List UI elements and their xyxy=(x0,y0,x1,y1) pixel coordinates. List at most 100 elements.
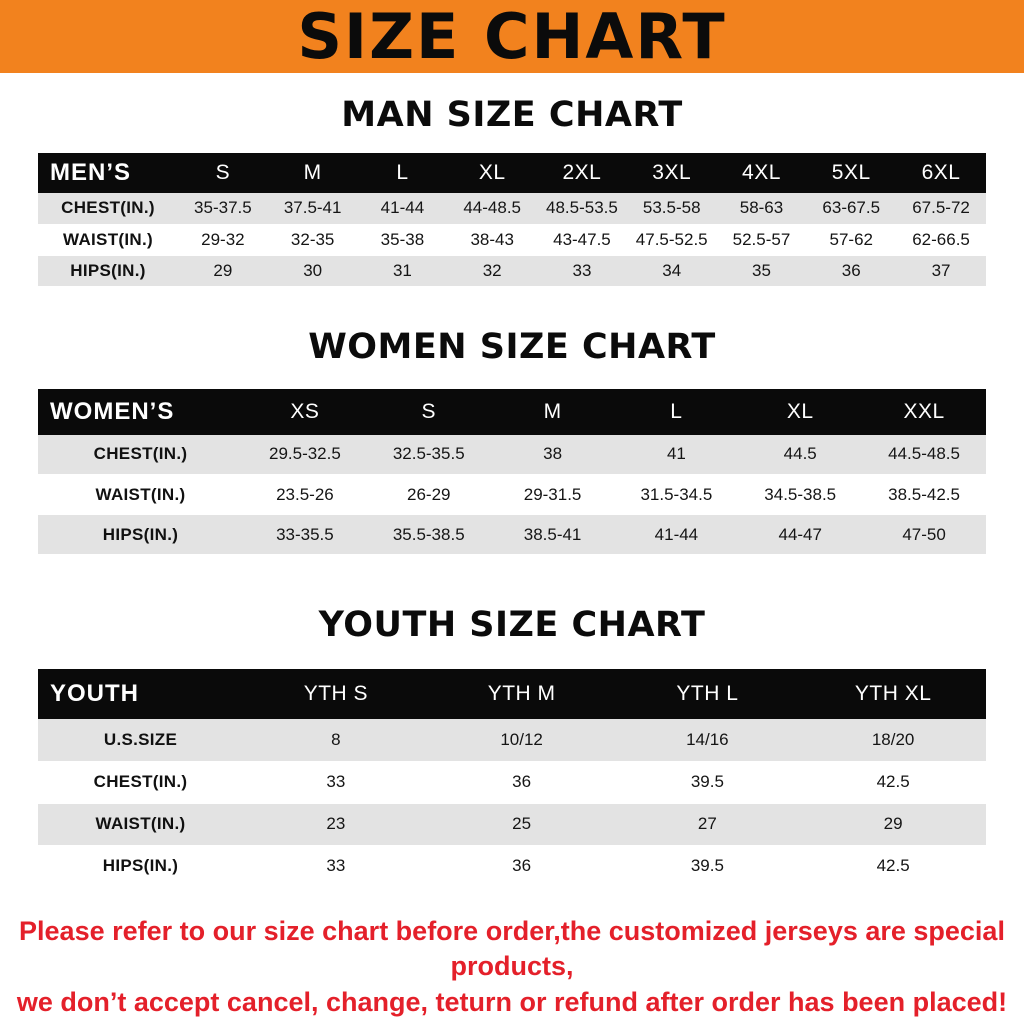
row-label: HIPS(IN.) xyxy=(70,260,146,280)
size-value-cell: 29-31.5 xyxy=(523,484,582,504)
size-value-cell: 37.5-41 xyxy=(283,198,342,218)
size-column-header: S xyxy=(215,161,231,184)
size-value-cell: 43-47.5 xyxy=(553,229,611,249)
size-value-cell: 41-44 xyxy=(654,524,699,544)
size-value-cell: 39.5 xyxy=(690,856,724,875)
size-value-cell: 67.5-72 xyxy=(912,198,970,218)
size-value-cell: 29.5-32.5 xyxy=(268,444,341,464)
men-size-section: MAN SIZE CHART MEN’S S M L XL 2XL 3XL 4XL 5XL 6XL… xyxy=(0,95,1024,287)
row-label: U.S.SIZE xyxy=(103,729,178,749)
size-column-header: L xyxy=(396,161,409,184)
women-section-heading: WOMEN SIZE CHART xyxy=(308,326,716,367)
table-row: HIPS(IN.) 33 36 39.5 42.5 xyxy=(38,845,986,887)
size-value-cell: 27 xyxy=(697,814,717,833)
size-value-cell: 47.5-52.5 xyxy=(635,229,708,249)
size-column-header: 3XL xyxy=(652,161,692,184)
size-column-header: XL xyxy=(786,399,814,423)
size-value-cell: 29 xyxy=(883,814,903,833)
size-column-header: L xyxy=(670,399,683,423)
size-column-header: 5XL xyxy=(831,161,871,184)
page-title: SIZE CHART xyxy=(297,0,727,73)
table-title: WOMEN’S xyxy=(50,397,175,425)
size-column-header: XL xyxy=(478,161,506,184)
footer-note: Please refer to our size chart before or… xyxy=(0,914,1024,1019)
table-row: CHEST(IN.) 35-37.5 37.5-41 41-44 44-48.5 48.5… xyxy=(38,193,986,224)
table-row: HIPS(IN.) 29 30 31 32 33 34 35 36 37 xyxy=(38,255,986,286)
youth-size-section: YOUTH SIZE CHART YOUTH YTH S YTH M YTH L YTH… xyxy=(0,605,1024,888)
table-row: WAIST(IN.) 23.5-26 26-29 29-31.5 31.5-34.5 34… xyxy=(38,474,986,515)
size-value-cell: 47-50 xyxy=(902,524,946,544)
size-value-cell: 44-48.5 xyxy=(463,198,522,218)
size-value-cell: 18/20 xyxy=(871,729,915,749)
size-value-cell: 14/16 xyxy=(686,729,729,749)
table-row: CHEST(IN.) 29.5-32.5 32.5-35.5 38 41 44.5 44.5… xyxy=(38,434,986,475)
size-value-cell: 38.5-41 xyxy=(523,524,582,544)
size-value-cell: 35-38 xyxy=(380,229,425,249)
table-title: MEN’S xyxy=(50,159,132,186)
youth-section-heading: YOUTH SIZE CHART xyxy=(318,605,706,645)
size-value-cell: 29-32 xyxy=(201,229,245,249)
size-value-cell: 36 xyxy=(841,260,861,280)
table-header-row: MEN’S S M L XL 2XL 3XL 4XL 5XL 6XL xyxy=(38,153,986,193)
size-column-header: YTH XL xyxy=(854,682,932,705)
size-value-cell: 33 xyxy=(326,772,346,791)
row-label: HIPS(IN.) xyxy=(102,856,179,875)
size-value-cell: 10/12 xyxy=(500,729,543,749)
size-value-cell: 44-47 xyxy=(778,524,822,544)
size-value-cell: 42.5 xyxy=(876,772,910,791)
size-column-header: S xyxy=(421,399,436,423)
size-value-cell: 23 xyxy=(326,814,346,833)
size-value-cell: 52.5-57 xyxy=(732,229,791,249)
size-value-cell: 58-63 xyxy=(739,198,784,218)
women-size-section: WOMEN SIZE CHART WOMEN’S XS S M L XL XXL CHEST(… xyxy=(0,327,1024,556)
size-value-cell: 42.5 xyxy=(876,856,910,875)
size-column-header: M xyxy=(543,399,562,423)
row-label: CHEST(IN.) xyxy=(93,772,188,791)
size-column-header: XS xyxy=(290,399,320,423)
size-value-cell: 44.5 xyxy=(783,444,817,464)
size-value-cell: 57-62 xyxy=(829,229,873,249)
table-header-row: WOMEN’S XS S M L XL XXL xyxy=(38,388,986,435)
size-value-cell: 37 xyxy=(931,260,951,280)
size-value-cell: 32.5-35.5 xyxy=(392,444,465,464)
size-value-cell: 41 xyxy=(666,444,686,464)
size-column-header: YTH L xyxy=(676,682,739,705)
row-label: WAIST(IN.) xyxy=(95,814,186,833)
size-value-cell: 34 xyxy=(662,260,682,280)
size-column-header: M xyxy=(303,161,322,184)
row-label: CHEST(IN.) xyxy=(61,198,155,218)
banner: SIZE CHART xyxy=(0,0,1024,73)
size-value-cell: 35 xyxy=(752,260,771,280)
size-value-cell: 34.5-38.5 xyxy=(764,484,837,504)
size-value-cell: 30 xyxy=(303,260,323,280)
size-value-cell: 53.5-58 xyxy=(642,198,701,218)
size-value-cell: 44.5-48.5 xyxy=(888,444,960,464)
size-value-cell: 32 xyxy=(482,260,502,280)
size-value-cell: 35-37.5 xyxy=(194,198,252,218)
size-value-cell: 62-66.5 xyxy=(912,229,970,249)
size-value-cell: 8 xyxy=(331,729,341,749)
size-value-cell: 31.5-34.5 xyxy=(640,484,713,504)
table-row: WAIST(IN.) 29-32 32-35 35-38 38-43 43-47.5 47.… xyxy=(38,224,986,255)
size-value-cell: 39.5 xyxy=(690,772,724,791)
size-value-cell: 38 xyxy=(543,444,563,464)
size-value-cell: 36 xyxy=(512,856,532,875)
table-row: CHEST(IN.) 33 36 39.5 42.5 xyxy=(38,761,986,803)
size-value-cell: 26-29 xyxy=(407,484,451,504)
table-row: HIPS(IN.) 33-35.5 35.5-38.5 38.5-41 41-44 44-… xyxy=(38,514,986,555)
size-value-cell: 63-67.5 xyxy=(822,198,881,218)
youth-size-table: YOUTH YTH S YTH M YTH L YTH XL U.S.SIZE 8 10/12… xyxy=(38,669,986,888)
size-value-cell: 33 xyxy=(326,856,346,875)
men-size-table: MEN’S S M L XL 2XL 3XL 4XL 5XL 6XL CHEST(IN.) 35-37… xyxy=(38,153,986,287)
size-value-cell: 38-43 xyxy=(470,229,514,249)
footer-note-line2: we don’t accept cancel, change, teturn o… xyxy=(16,986,1008,1017)
men-section-heading: MAN SIZE CHART xyxy=(341,95,683,135)
size-value-cell: 38.5-42.5 xyxy=(888,484,960,504)
footer-note-line1: Please refer to our size chart before or… xyxy=(19,915,1005,982)
table-title: YOUTH xyxy=(50,680,139,707)
size-value-cell: 36 xyxy=(512,772,532,791)
table-row: U.S.SIZE 8 10/12 14/16 18/20 xyxy=(38,719,986,761)
row-label: HIPS(IN.) xyxy=(102,524,179,544)
size-value-cell: 41-44 xyxy=(380,198,425,218)
